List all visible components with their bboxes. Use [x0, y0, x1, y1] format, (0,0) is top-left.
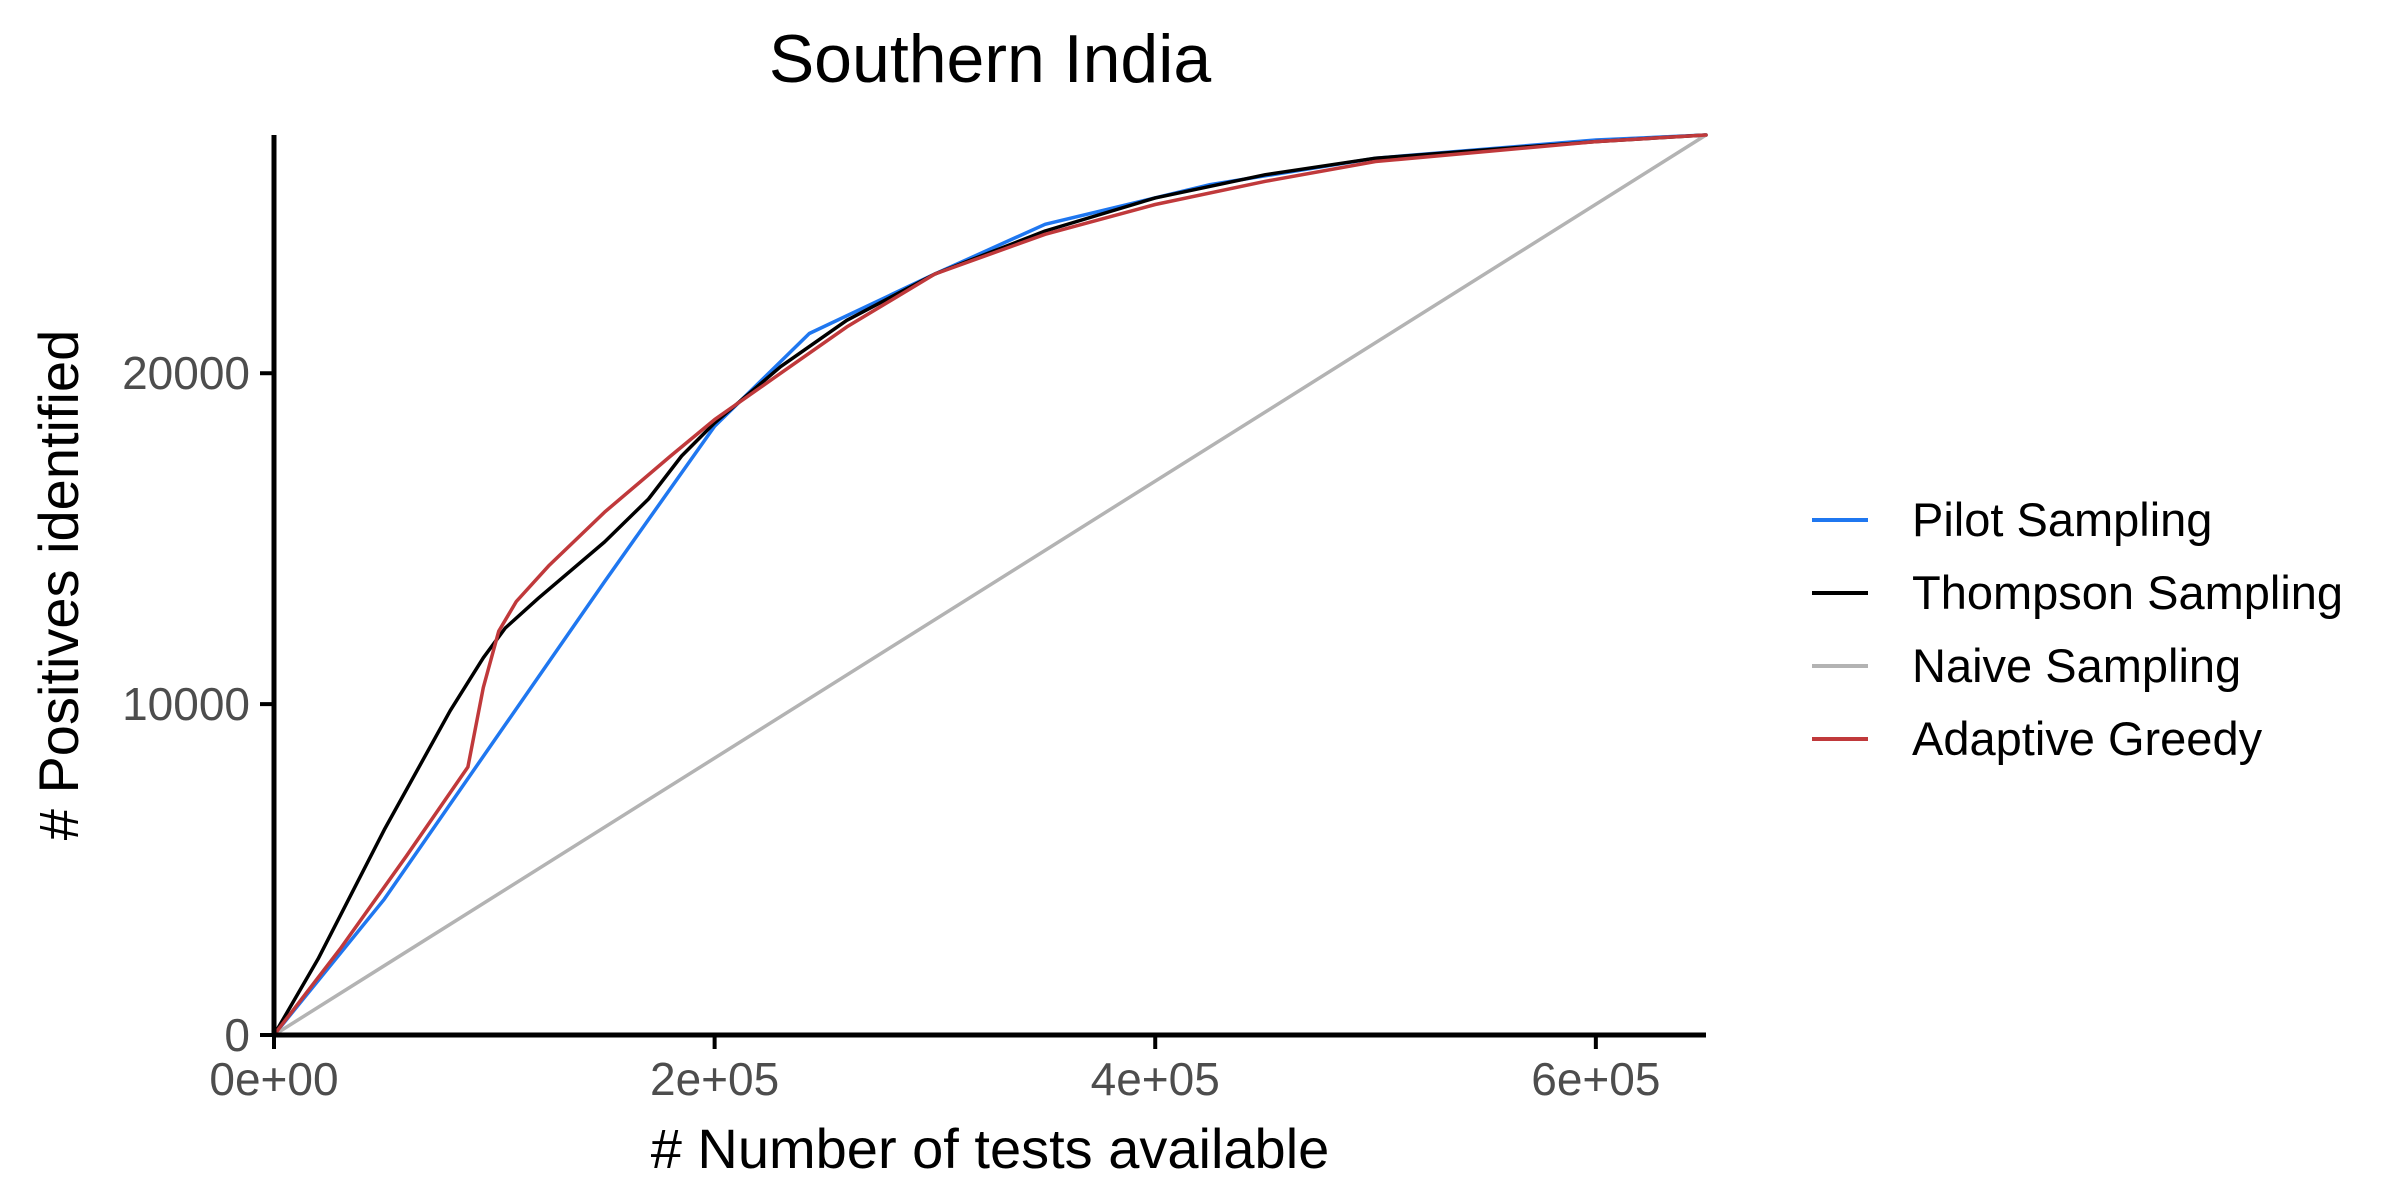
- legend-label-thompson-sampling: Thompson Sampling: [1912, 566, 2343, 619]
- y-tick-label: 0: [224, 1009, 250, 1061]
- x-tick-label: 4e+05: [1091, 1053, 1220, 1105]
- series-line-naive-sampling: [272, 133, 1708, 1037]
- legend-label-naive-sampling: Naive Sampling: [1912, 639, 2241, 692]
- y-tick-label: 20000: [122, 347, 250, 399]
- x-tick-label: 0e+00: [209, 1053, 338, 1105]
- y-axis-title: # Positives identified: [27, 330, 90, 841]
- chart-title: Southern India: [769, 21, 1212, 97]
- series-line-adaptive-greedy: [272, 133, 1708, 1037]
- legend: Pilot Sampling Thompson Sampling Naive Sam…: [1812, 493, 2343, 765]
- y-tick-label: 10000: [122, 678, 250, 730]
- legend-label-pilot-sampling: Pilot Sampling: [1912, 493, 2212, 546]
- plot-area: 0e+00 2e+05 4e+05 6e+05 0 10000 20000: [122, 133, 1708, 1105]
- series-line-thompson-sampling: [272, 133, 1708, 1037]
- x-axis-title: # Number of tests available: [651, 1117, 1330, 1180]
- x-tick-label: 2e+05: [650, 1053, 779, 1105]
- legend-label-adaptive-greedy: Adaptive Greedy: [1912, 712, 2263, 765]
- x-tick-label: 6e+05: [1531, 1053, 1660, 1105]
